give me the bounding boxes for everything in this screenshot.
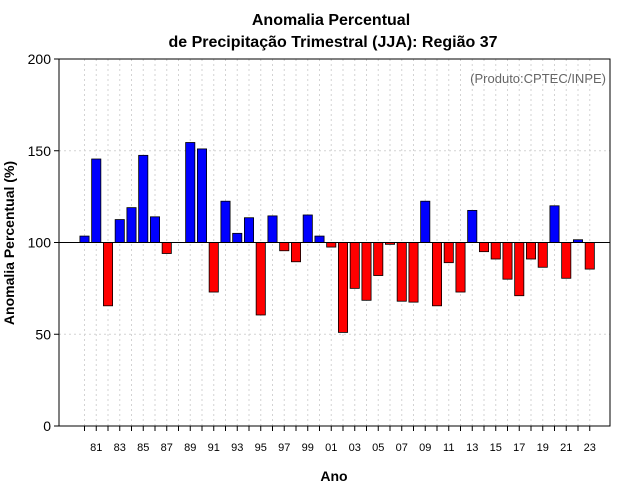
bar-1984 [126, 207, 137, 243]
bar-1994 [243, 217, 254, 243]
x-tick-label: 03 [349, 442, 361, 454]
bar-1998 [290, 242, 301, 263]
bar-1985 [138, 154, 149, 243]
chart-title-line2: de Precipitação Trimestral (JJA): Região… [168, 34, 497, 51]
bar-2015 [490, 242, 501, 260]
bar-1987 [161, 242, 172, 254]
x-tick-label: 19 [537, 442, 549, 454]
bar-2012 [455, 242, 466, 293]
x-tick-label: 93 [231, 442, 243, 454]
x-tick-label: 89 [184, 442, 196, 454]
x-tick-label: 13 [466, 442, 478, 454]
x-tick-label: 05 [372, 442, 384, 454]
x-tick-label: 85 [137, 442, 149, 454]
x-tick-label: 23 [584, 442, 596, 454]
x-tick-label: 09 [419, 442, 431, 454]
bar-2014 [478, 242, 489, 253]
bar-2004 [361, 242, 372, 301]
x-tick-label: 11 [443, 442, 454, 454]
bar-1990 [196, 148, 207, 243]
x-tick-label: 91 [208, 442, 220, 454]
bar-2016 [502, 242, 513, 280]
bar-2019 [537, 242, 548, 268]
bar-2023 [584, 242, 595, 270]
bar-2000 [314, 235, 325, 243]
bar-1981 [91, 158, 102, 243]
bar-1992 [220, 200, 231, 243]
bar-2013 [467, 209, 478, 243]
bar-1999 [302, 214, 313, 243]
x-tick-label: 83 [114, 442, 126, 454]
bar-2020 [549, 205, 560, 243]
y-tick-label: 0 [43, 418, 51, 434]
x-tick-label: 17 [513, 442, 525, 454]
bar-2009 [420, 200, 431, 243]
bar-1995 [255, 242, 266, 316]
x-tick-label: 15 [490, 442, 502, 454]
bar-1989 [185, 142, 196, 243]
bar-2017 [514, 242, 525, 297]
x-tick-label: 97 [278, 442, 290, 454]
bar-2011 [443, 242, 454, 264]
x-tick-label: 07 [396, 442, 408, 454]
bar-1986 [149, 216, 160, 243]
y-tick-label: 150 [28, 143, 52, 159]
x-tick-label: 95 [255, 442, 267, 454]
bar-2010 [431, 242, 442, 307]
credit-annotation: (Produto:CPTEC/INPE) [470, 71, 606, 86]
bar-2002 [337, 242, 348, 333]
x-tick-label: 87 [161, 442, 173, 454]
bar-1980 [79, 235, 90, 243]
bar-1982 [103, 242, 114, 307]
x-axis-label: Ano [320, 468, 347, 484]
bar-1983 [114, 219, 125, 243]
bar-2021 [561, 242, 572, 279]
bar-2018 [526, 242, 537, 260]
bar-1993 [232, 232, 243, 243]
x-tick-label: 21 [560, 442, 572, 454]
bar-2005 [373, 242, 384, 276]
x-tick-label: 01 [325, 442, 337, 454]
bar-1996 [267, 215, 278, 243]
y-tick-label: 100 [28, 235, 52, 251]
y-axis-label: Anomalia Percentual (%) [1, 161, 17, 325]
y-tick-label: 50 [35, 326, 51, 342]
bar-2007 [396, 242, 407, 302]
chart-title-line1: Anomalia Percentual [252, 12, 410, 29]
bar-1991 [208, 242, 219, 293]
x-tick-label: 99 [302, 442, 314, 454]
bar-2008 [408, 242, 419, 303]
bar-1997 [279, 242, 290, 252]
x-tick-label: 81 [90, 442, 102, 454]
bar-2003 [349, 242, 360, 289]
bar-2001 [326, 242, 337, 248]
y-tick-label: 200 [28, 51, 52, 67]
